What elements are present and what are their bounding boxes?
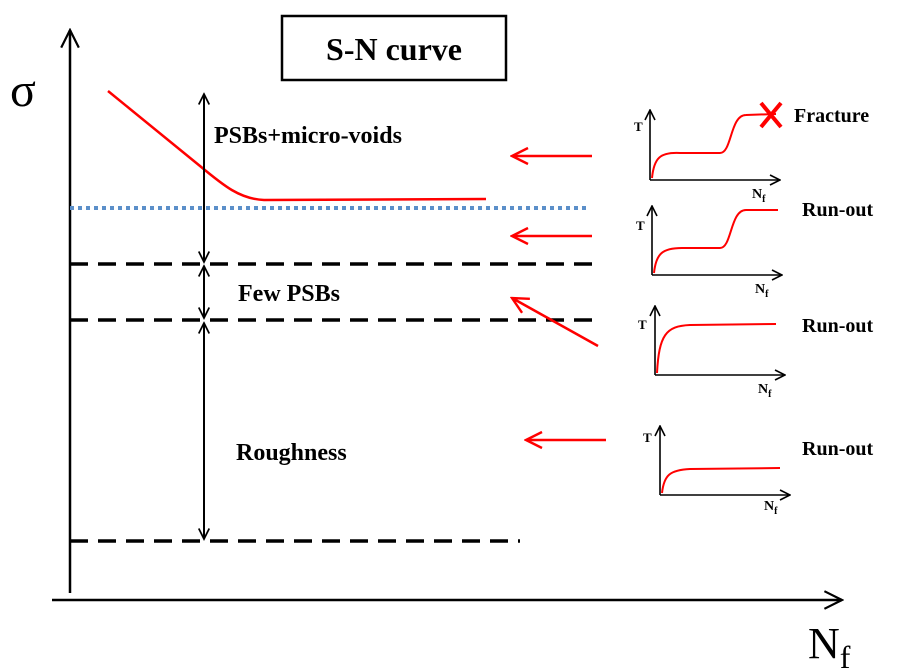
region-label-few-psbs: Few PSBs — [238, 281, 340, 307]
inset-outcome-label: Run-out — [802, 315, 873, 337]
fracture-x-icon — [759, 101, 783, 129]
inset-x-label: Nf — [758, 382, 772, 400]
inset-y-label: T — [634, 119, 643, 134]
inset-y-label: T — [636, 218, 645, 233]
inset-curve — [656, 323, 777, 374]
inset-x-label: Nf — [764, 499, 778, 517]
inset-curve — [653, 209, 778, 274]
pointer-arrow-3 — [512, 298, 599, 348]
inset-y-label: T — [643, 430, 652, 445]
inset-plot-fracture: T Nf Fracture — [634, 101, 869, 205]
y-axis-label: σ — [10, 64, 36, 117]
region-label-psbs-voids: PSBs+micro-voids — [214, 123, 402, 149]
inset-outcome-label: Run-out — [802, 199, 873, 221]
inset-x-label: Nf — [752, 187, 766, 205]
x-axis-label: Nf — [808, 619, 851, 668]
region-label-roughness: Roughness — [236, 440, 347, 466]
inset-curve — [661, 467, 781, 494]
inset-x-label: Nf — [755, 282, 769, 300]
inset-y-label: T — [638, 317, 647, 332]
inset-plot-runout-low: T Nf Run-out — [643, 426, 873, 517]
title: S-N curve — [326, 31, 462, 67]
inset-plot-runout-flat: T Nf Run-out — [638, 306, 873, 400]
sn-curve — [107, 90, 487, 202]
title-box — [280, 14, 508, 82]
inset-outcome-label: Fracture — [794, 105, 869, 127]
inset-curve — [651, 113, 777, 179]
inset-outcome-label: Run-out — [802, 438, 873, 460]
inset-plot-runout-step: T Nf Run-out — [636, 199, 873, 300]
